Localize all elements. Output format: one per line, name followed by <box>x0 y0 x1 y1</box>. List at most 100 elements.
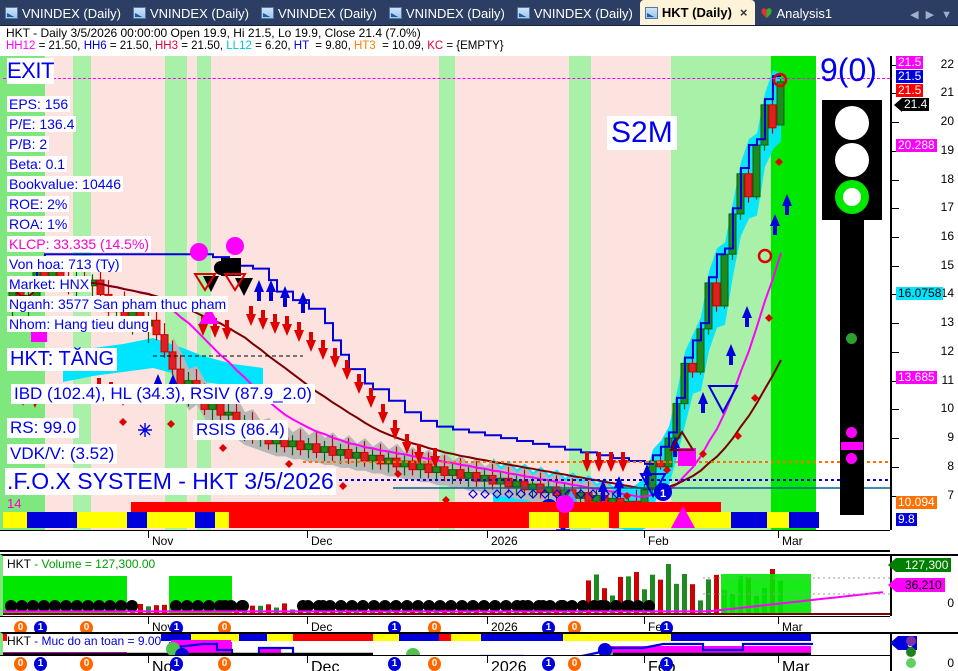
safety-title-rest: - Muc do an toan = 9.00 <box>34 634 162 648</box>
price-tick-mark <box>892 208 899 210</box>
price-tick-mark <box>892 323 899 325</box>
trend-label: HKT: TĂNG <box>7 348 118 371</box>
volume-symbol: HKT <box>7 557 31 571</box>
state-band <box>455 56 569 530</box>
price-tick-label: 21 <box>940 85 954 100</box>
volume-axis-zero: 0 <box>947 596 954 610</box>
safety-signal-marker: 1 <box>388 657 401 671</box>
price-tick-label: 13 <box>940 315 954 330</box>
price-chart-pane[interactable]: 11 EXIT EPS: 156 P/E: 136.4 P/B: 2 Beta:… <box>0 56 890 530</box>
ht-label: 9.8 <box>896 512 917 526</box>
volume-signal-marker: 0 <box>218 621 231 635</box>
volume-pane[interactable]: HKT - Volume = 127,300.00 <box>0 554 890 616</box>
tab-hkt-daily[interactable]: HKT (Daily) × <box>639 0 755 25</box>
date-tick-label: Nov <box>147 617 174 634</box>
price-tick-label: 12 <box>940 343 954 358</box>
prev-tab-icon[interactable]: ◀ <box>910 9 919 21</box>
close-icon[interactable]: × <box>739 5 748 20</box>
price-tick-mark <box>892 93 899 95</box>
s2m-label: S2M <box>607 116 677 150</box>
volume-signal-marker: 0 <box>80 621 93 635</box>
rsis-label: RSIS (86.4) <box>193 420 288 440</box>
indicator-token: HT3 <box>353 40 376 52</box>
tab-analysis1[interactable]: Analysis1 <box>755 1 840 25</box>
date-tick-label: Nov <box>147 531 174 548</box>
svg-text:1: 1 <box>660 488 666 500</box>
indicator-token: KC <box>427 40 444 52</box>
indicator-token: HH6 <box>83 40 107 52</box>
price-tick-label: 8 <box>947 458 954 473</box>
safety-signal-marker: 0 <box>80 657 93 671</box>
safety-dot-green-dark <box>906 647 916 657</box>
exit-label: EXIT <box>7 58 54 84</box>
safety-signal-marker: 0 <box>568 657 581 671</box>
volume-signal-marker: 1 <box>660 621 673 635</box>
pole-marker-magenta-lower <box>846 453 857 464</box>
tab-label: VNINDEX (Daily) <box>533 5 633 21</box>
indicator-token: LL12 <box>226 40 252 52</box>
tab-vnindex-3[interactable]: VNINDEX (Daily) <box>256 1 384 25</box>
safety-dot-purple <box>906 636 916 646</box>
price-tick-label: 16 <box>940 228 954 243</box>
state-band <box>187 56 197 530</box>
indicator-token: HT <box>293 40 309 52</box>
volume-signal-marker: 0 <box>568 621 581 635</box>
stat-pe: P/E: 136.4 <box>7 116 77 132</box>
date-tick-label: Dec <box>306 617 333 634</box>
tab-label: VNINDEX (Daily) <box>22 5 121 21</box>
safety-axis[interactable]: 9 0 <box>890 632 958 671</box>
level-16075-label: 16.0758 <box>896 286 944 300</box>
chart-icon <box>260 7 274 19</box>
next-tab-icon[interactable]: ▶ <box>925 9 935 21</box>
tab-vnindex-5[interactable]: VNINDEX (Daily) <box>512 1 640 25</box>
safety-signal-marker: 1 <box>34 657 47 671</box>
level-20288-label: 20.288 <box>896 138 937 152</box>
tab-vnindex-2[interactable]: VNINDEX (Daily) <box>128 1 256 25</box>
price-tick-label: 14 <box>940 286 954 301</box>
flag-pointer-icon <box>888 558 896 572</box>
price-tick-label: 18 <box>940 171 954 186</box>
price-axis[interactable]: 22 21 20 19 18 17 16 15 14 13 12 11 10 9 8 7 21.5 21.5 21… <box>890 26 958 571</box>
price-tick-mark <box>892 495 899 497</box>
price-tick-label: 9 <box>947 430 954 445</box>
hh6-label: 21.5 <box>896 69 924 83</box>
tab-vnindex-4[interactable]: VNINDEX (Daily) <box>384 1 512 25</box>
indicator-token: HH12 <box>6 40 36 52</box>
indicator-token: = 21.50, <box>106 40 155 52</box>
indicator-token: = {EMPTY} <box>443 40 504 52</box>
safety-signal-marker: 1 <box>660 657 673 671</box>
volume-signal-marker: 1 <box>542 621 555 635</box>
stat-roa: ROA: 1% <box>7 216 70 232</box>
price-tick-mark <box>892 466 899 468</box>
date-tick-label: Mar <box>778 617 803 634</box>
stat-market: Market: HNX <box>7 276 92 292</box>
tab-vnindex-1[interactable]: VNINDEX (Daily) <box>0 1 128 25</box>
price-tick-mark <box>892 150 899 152</box>
price-tick-mark <box>892 438 899 440</box>
traffic-light-pole <box>840 220 864 515</box>
chart-info-header: HKT - Daily 3/5/2026 00:00:00 Open 19.9,… <box>0 26 958 56</box>
traffic-light-green-lamp <box>835 180 869 214</box>
traffic-light-yellow-lamp <box>835 143 869 177</box>
date-tick-label: Mar <box>778 531 803 548</box>
tab-label: VNINDEX (Daily) <box>277 5 377 21</box>
indicator-values-line: HH12 = 21.50, HH6 = 21.50, HH3 = 21.50, … <box>6 40 504 52</box>
pole-marker-magenta-upper <box>846 427 857 438</box>
stat-klcp: KLCP: 33.335 (14.5%) <box>7 236 152 252</box>
price-tick-mark <box>892 122 899 124</box>
traffic-light-housing <box>822 100 882 220</box>
pole-marker-green <box>846 333 857 344</box>
ht3-label: 10.094 <box>896 495 937 509</box>
chart-icon <box>132 7 146 19</box>
date-tick-label: 2026 <box>487 531 518 548</box>
tab-list-icon[interactable]: ▼ <box>941 8 952 21</box>
price-tick-mark <box>892 409 899 411</box>
state-band <box>569 56 591 530</box>
volume-axis[interactable]: 127,300 36,210 0 <box>888 554 958 616</box>
price-tick-mark <box>892 179 899 181</box>
hh3-label: 21.5 <box>896 83 924 97</box>
safety-title: HKT - Muc do an toan = 9.00 <box>7 634 162 648</box>
date-tick-label: Dec <box>306 656 339 671</box>
date-tick-label: Feb <box>644 531 669 548</box>
